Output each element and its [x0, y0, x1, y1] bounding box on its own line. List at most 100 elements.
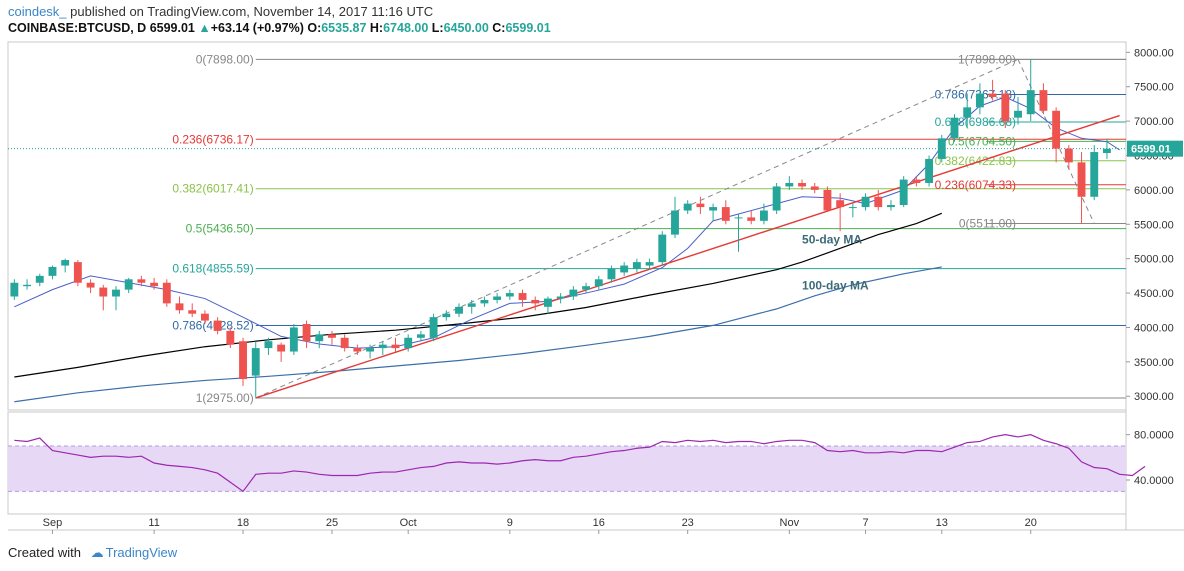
candle-body — [23, 284, 31, 287]
high-label: H: — [369, 21, 384, 35]
candle-body — [404, 337, 413, 349]
candle-body — [1039, 90, 1048, 111]
change-arrow-icon: ▲ — [198, 21, 211, 35]
candle-body — [61, 260, 70, 266]
x-tick-label: Sep — [43, 517, 63, 529]
candle-body — [645, 262, 654, 266]
candle-body — [162, 282, 171, 304]
candle-body — [658, 234, 667, 263]
candle-body — [772, 186, 781, 211]
candle-body — [378, 344, 387, 349]
y-tick-label: 6000.00 — [1134, 185, 1174, 197]
y-tick-label: 7500.00 — [1134, 82, 1174, 94]
candle-body — [798, 183, 806, 187]
candle-body — [188, 310, 197, 314]
candle-body — [213, 320, 222, 331]
candle-body — [887, 205, 895, 208]
candle-body — [721, 207, 730, 221]
ma50-line — [14, 212, 943, 378]
candle-body — [48, 266, 57, 276]
ma-annotation: 100-day MA — [802, 279, 869, 293]
y-tick-label: 3500.00 — [1134, 357, 1174, 369]
candle-body — [1001, 93, 1010, 122]
candle-body — [925, 158, 934, 184]
candle-body — [505, 293, 514, 297]
x-tick-label: 18 — [237, 517, 249, 529]
candle-body — [975, 93, 984, 108]
y-tick-label: 3000.00 — [1134, 391, 1174, 403]
candle-body — [594, 279, 603, 287]
low-label: L: — [431, 21, 444, 35]
candle-body — [683, 203, 692, 211]
candle-body — [302, 324, 311, 342]
candle-body — [848, 207, 857, 209]
candle-body — [137, 279, 146, 283]
fib-right-level-label: 0.786(7367.18) — [935, 87, 1016, 101]
candle-body — [10, 282, 19, 297]
candle-body — [442, 313, 451, 318]
candle-body — [1026, 90, 1035, 115]
candle-body — [467, 303, 476, 307]
rsi-tick-label: 80.0000 — [1134, 430, 1174, 442]
candle-body — [734, 217, 743, 219]
x-tick-label: 11 — [148, 517, 159, 529]
low-value: 6450.00 — [443, 21, 489, 35]
rsi-band — [8, 446, 1126, 492]
candle-body — [620, 265, 629, 273]
fib-level-label: 0.786(4028.52) — [172, 318, 253, 332]
candle-body — [264, 341, 273, 349]
fib-right-level-label: 1(7898.00) — [958, 52, 1016, 66]
candle-body — [1103, 148, 1111, 154]
candle-body — [353, 348, 362, 352]
candle-body — [607, 268, 616, 280]
candle-body — [937, 138, 946, 159]
candle-body — [289, 327, 298, 352]
candle-body — [950, 117, 959, 139]
x-tick-label: Oct — [400, 517, 417, 529]
publisher-name[interactable]: coindesk_ — [8, 4, 67, 19]
candle-body — [899, 179, 908, 206]
tradingview-brand[interactable]: TradingView — [105, 545, 178, 560]
footer: Created with ☁ TradingView — [8, 545, 177, 561]
x-tick-label: 23 — [682, 517, 694, 529]
x-tick-label: 20 — [1025, 517, 1037, 529]
candle-body — [391, 344, 400, 349]
x-tick-label: 9 — [507, 517, 513, 529]
candle-body — [1090, 152, 1099, 197]
ma100-line — [14, 266, 942, 403]
x-tick-label: Nov — [780, 517, 800, 529]
candle-body — [226, 330, 235, 345]
ohlc-line: COINBASE:BTCUSD, D 6599.01 ▲+63.14 (+0.9… — [8, 21, 551, 35]
trend-line — [255, 114, 1120, 399]
candle-body — [175, 303, 184, 311]
candle-body — [315, 334, 324, 342]
x-tick-label: 16 — [593, 517, 605, 529]
fib-level-label: 0.5(5436.50) — [186, 222, 254, 236]
candle-body — [836, 200, 845, 208]
candle-body — [328, 334, 336, 338]
candle-body — [150, 282, 159, 287]
publisher-line: coindesk_ published on TradingView.com, … — [8, 4, 433, 19]
candle-body — [582, 286, 590, 290]
candle-body — [810, 186, 819, 190]
candle-body — [366, 348, 375, 352]
close-value: 6599.01 — [505, 21, 551, 35]
current-price-tag — [1127, 140, 1183, 157]
y-tick-label: 7000.00 — [1134, 116, 1174, 128]
last-price: 6599.01 — [149, 21, 195, 35]
candle-body — [239, 341, 247, 380]
candle-body — [531, 299, 540, 304]
x-tick-label: 7 — [862, 517, 868, 529]
tradingview-logo-icon[interactable]: ☁ — [90, 545, 104, 560]
candle-body — [696, 203, 705, 208]
fib-level-label: 0.618(4855.59) — [172, 262, 253, 276]
candle-body — [823, 189, 832, 211]
fib-level-label: 1(2975.00) — [196, 391, 254, 405]
candle-body — [1064, 148, 1073, 163]
candle-body — [963, 107, 972, 118]
candle-body — [1014, 110, 1022, 118]
candle-body — [35, 275, 44, 283]
change-value: +63.14 (+0.97%) — [210, 21, 304, 35]
candle-body — [747, 217, 756, 221]
